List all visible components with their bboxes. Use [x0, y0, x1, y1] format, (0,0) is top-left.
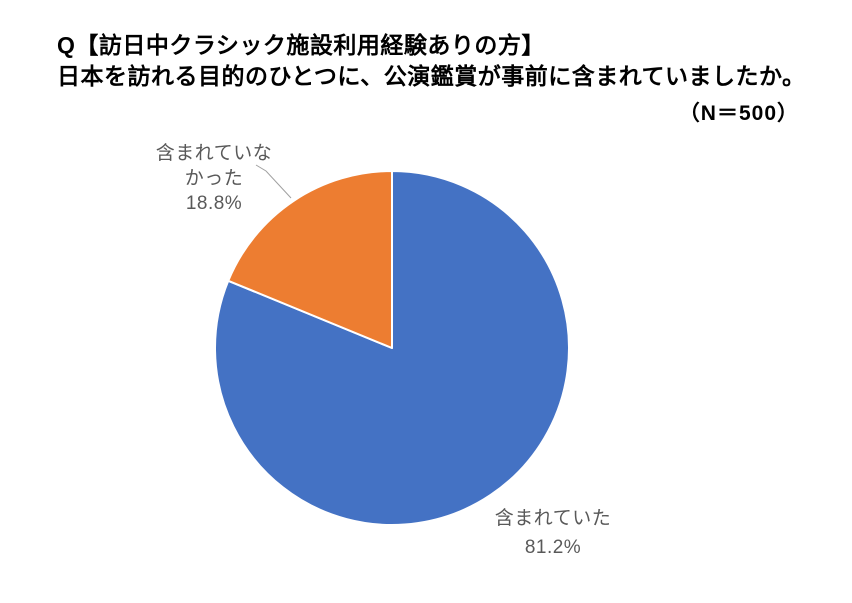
data-label-not-included: 含まれていな かった 18.8% [114, 141, 314, 216]
pie-slice-not-included [227, 170, 393, 349]
chart-title-line2: 日本を訪れる目的のひとつに、公演鑑賞が事前に含まれていましたか。 [57, 63, 806, 89]
data-label-not-included-value: 18.8% [185, 193, 243, 214]
chart-title-line1: Q【訪日中クラシック施設利用経験ありの方】 [57, 32, 545, 58]
chart-title: Q【訪日中クラシック施設利用経験ありの方】 日本を訪れる目的のひとつに、公演鑑賞… [57, 30, 817, 92]
data-label-not-included-text2: かった [184, 168, 244, 189]
data-label-not-included-text1: 含まれていな [155, 143, 273, 164]
data-label-included-text: 含まれていた [494, 508, 612, 529]
sample-size-label: （N＝500） [678, 102, 799, 125]
data-label-included: 含まれていた 81.2% [453, 504, 653, 562]
leader-line [255, 164, 292, 199]
data-label-included-value: 81.2% [524, 537, 582, 558]
